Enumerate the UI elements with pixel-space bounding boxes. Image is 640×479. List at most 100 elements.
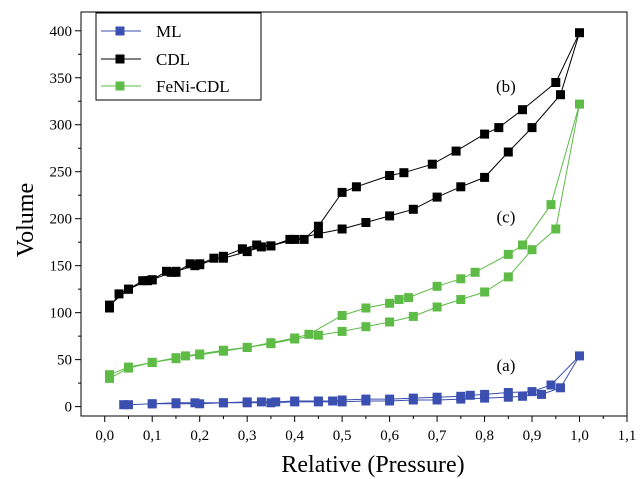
legend-label-ml: ML	[156, 22, 182, 41]
data-point-ml	[337, 395, 347, 405]
data-point-ml	[190, 398, 200, 408]
curve-annotation: (a)	[496, 356, 515, 375]
data-point-cdl	[337, 187, 347, 197]
y-axis-title: Volume	[13, 183, 39, 257]
y-tick-label: 200	[50, 212, 73, 228]
data-point-ml	[527, 387, 537, 397]
data-point-cdl	[218, 251, 228, 261]
data-point-ml	[124, 400, 133, 410]
data-point-cdl	[399, 168, 409, 178]
data-point-cdl	[351, 182, 361, 192]
data-point-feni-cdl	[105, 370, 114, 380]
data-point-cdl	[185, 259, 195, 269]
data-point-feni-cdl	[546, 200, 556, 210]
data-point-feni-cdl	[147, 357, 157, 367]
data-point-cdl	[124, 284, 133, 294]
data-point-ml	[456, 391, 466, 401]
data-point-feni-cdl	[551, 224, 561, 234]
data-point-feni-cdl	[408, 311, 418, 321]
data-point-feni-cdl	[527, 245, 537, 255]
y-tick-label: 0	[65, 400, 73, 416]
legend-entry-ml: ML	[101, 22, 182, 41]
data-point-cdl	[551, 78, 561, 87]
data-point-cdl	[252, 240, 262, 250]
data-point-cdl	[143, 276, 152, 286]
legend-label-feni-cdl: FeNi-CDL	[156, 77, 230, 96]
data-point-cdl	[237, 244, 247, 254]
data-point-ml	[171, 398, 181, 408]
x-tick-label: 0,0	[95, 428, 114, 444]
data-point-cdl	[503, 147, 513, 157]
y-tick-label: 50	[57, 353, 72, 369]
data-point-feni-cdl	[456, 274, 466, 284]
data-point-ml	[328, 396, 338, 406]
legend-marker-ml	[115, 26, 125, 36]
data-point-cdl	[556, 90, 565, 100]
data-point-ml	[218, 398, 228, 408]
data-point-feni-cdl	[290, 333, 300, 343]
legend-entry-cdl: CDL	[101, 50, 190, 69]
data-point-feni-cdl	[313, 330, 323, 340]
data-point-ml	[313, 396, 323, 406]
data-point-ml	[119, 400, 129, 410]
data-point-ml	[266, 398, 276, 408]
data-point-cdl	[171, 267, 181, 277]
data-point-feni-cdl	[432, 281, 442, 291]
data-point-feni-cdl	[361, 303, 371, 313]
data-point-ml	[503, 392, 513, 402]
data-point-cdl	[147, 275, 157, 285]
data-point-feni-cdl	[266, 338, 276, 348]
data-point-cdl	[432, 192, 442, 202]
x-tick-label: 0,7	[428, 428, 447, 444]
data-point-ml	[242, 397, 252, 407]
data-point-feni-cdl	[480, 287, 490, 297]
data-point-cdl	[114, 289, 124, 299]
data-point-feni-cdl	[195, 349, 205, 359]
x-tick-label: 0,1	[143, 428, 162, 444]
data-point-cdl	[575, 28, 584, 38]
data-point-ml	[503, 388, 513, 397]
data-point-feni-cdl	[432, 302, 442, 312]
data-point-cdl	[313, 221, 323, 231]
data-point-cdl	[209, 253, 219, 263]
data-point-feni-cdl	[575, 99, 584, 109]
data-point-feni-cdl	[518, 240, 527, 250]
data-point-cdl	[242, 247, 252, 257]
curve-annotation: (c)	[496, 207, 515, 226]
y-tick-label: 400	[50, 24, 73, 40]
data-point-feni-cdl	[456, 295, 466, 304]
data-point-cdl	[385, 171, 395, 180]
data-point-cdl	[480, 129, 490, 139]
data-point-feni-cdl	[404, 293, 414, 303]
data-point-feni-cdl	[361, 322, 371, 332]
legend-label-cdl: CDL	[156, 50, 190, 69]
x-tick-label: 0,4	[285, 428, 304, 444]
curve-annotation: (b)	[496, 77, 516, 96]
plot-frame	[80, 11, 628, 417]
data-point-cdl	[361, 218, 371, 227]
data-point-ml	[385, 394, 395, 404]
data-point-cdl	[527, 123, 537, 133]
data-point-cdl	[313, 229, 323, 239]
data-point-ml	[290, 396, 300, 406]
plot-area: 0,0 0,1 0,2 0,3 0,4 0,5 0,6 0,7 0,8 0,9 1,0 1,1 0 50 1…	[50, 11, 636, 444]
data-point-cdl	[427, 159, 437, 169]
legend-marker-feni-cdl	[115, 81, 125, 91]
data-point-feni-cdl	[337, 311, 347, 320]
data-point-ml	[147, 399, 157, 409]
data-point-ml	[465, 390, 475, 400]
data-point-ml	[546, 380, 556, 390]
x-tick-label: 1,0	[570, 428, 589, 444]
data-point-cdl	[451, 146, 461, 156]
legend: ML CDL FeNi-CDL	[95, 12, 262, 101]
data-point-ml	[256, 397, 266, 407]
data-point-ml	[361, 394, 371, 404]
data-point-feni-cdl	[503, 272, 513, 282]
y-tick-label: 300	[50, 118, 73, 134]
data-point-cdl	[290, 234, 300, 244]
data-point-cdl	[494, 123, 504, 133]
data-point-cdl	[385, 211, 395, 221]
y-tick-label: 250	[50, 165, 73, 181]
x-tick-label: 0,2	[190, 428, 209, 444]
